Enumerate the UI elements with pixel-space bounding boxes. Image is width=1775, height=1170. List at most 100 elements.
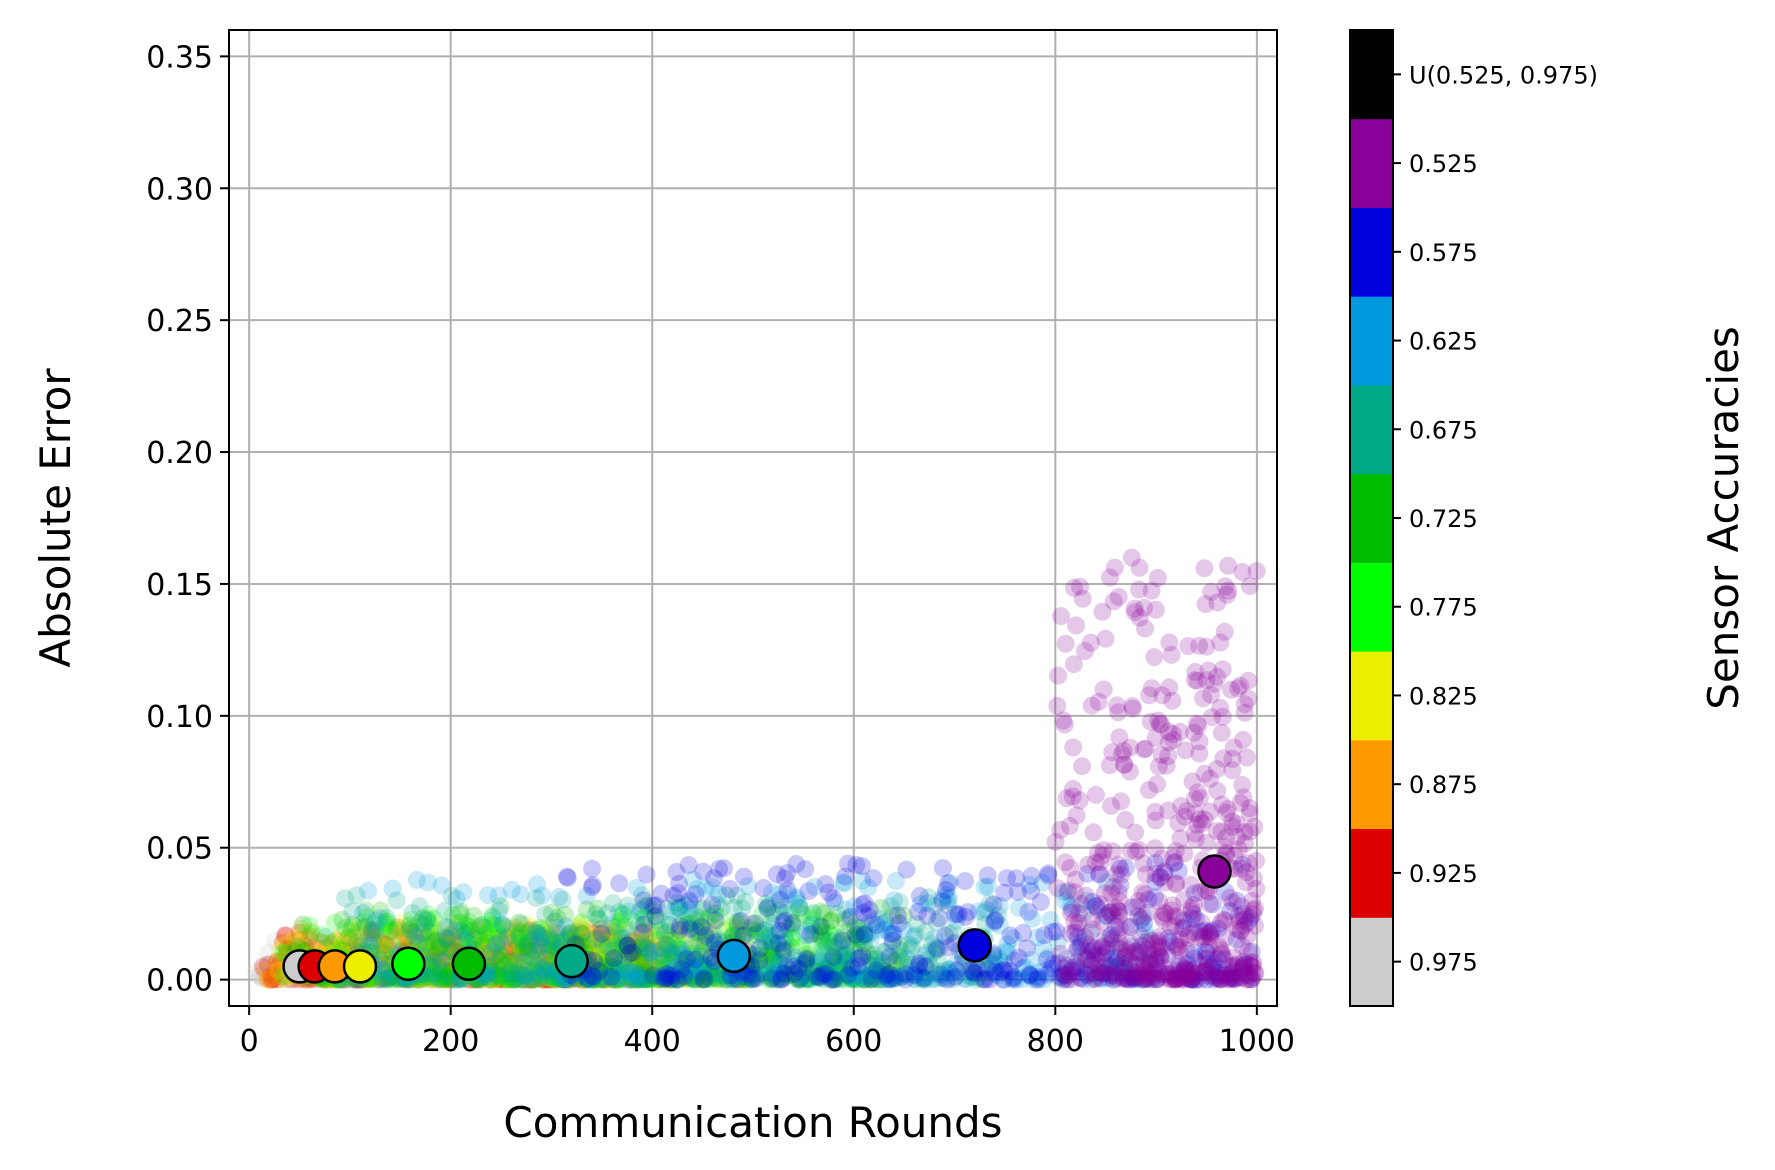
- data-point: [609, 970, 628, 989]
- data-point: [826, 965, 845, 984]
- data-point: [606, 921, 625, 940]
- data-point: [587, 963, 605, 982]
- data-point: [357, 934, 375, 953]
- data-point: [831, 969, 850, 988]
- data-point: [499, 954, 518, 973]
- data-point: [1033, 873, 1052, 892]
- data-point: [790, 894, 808, 913]
- data-point: [790, 898, 809, 917]
- colorbar-tick-label: 0.625: [1409, 328, 1478, 356]
- data-point: [422, 969, 441, 988]
- data-point: [612, 916, 631, 935]
- data-point: [887, 952, 906, 971]
- data-point: [1146, 839, 1165, 858]
- data-point: [675, 951, 694, 970]
- data-point: [695, 934, 714, 952]
- data-point: [611, 912, 629, 931]
- data-point: [603, 969, 622, 988]
- data-point: [530, 969, 549, 988]
- data-point: [689, 922, 708, 941]
- data-point: [692, 963, 711, 982]
- data-point: [637, 970, 656, 989]
- data-point: [989, 966, 1007, 985]
- data-point: [1055, 970, 1074, 989]
- data-point: [495, 957, 514, 975]
- data-point: [1007, 970, 1026, 989]
- data-point: [531, 964, 550, 983]
- data-point: [540, 961, 559, 980]
- data-point: [663, 970, 682, 989]
- data-point: [998, 935, 1017, 954]
- data-point: [428, 962, 447, 981]
- data-point: [249, 966, 268, 984]
- data-point: [651, 958, 670, 977]
- data-point: [536, 961, 555, 980]
- data-point: [674, 963, 693, 982]
- data-point: [962, 968, 981, 987]
- data-point: [692, 953, 711, 972]
- data-point: [392, 931, 411, 950]
- data-point: [339, 928, 358, 947]
- data-point: [667, 970, 686, 988]
- data-point: [620, 962, 639, 981]
- data-point: [484, 970, 503, 989]
- colorbar-segment: [1350, 651, 1393, 741]
- data-point: [626, 949, 645, 968]
- data-point: [857, 968, 876, 987]
- data-point: [879, 965, 898, 984]
- data-point: [635, 967, 653, 986]
- data-point: [482, 957, 501, 976]
- data-point: [1106, 898, 1125, 917]
- data-point: [571, 924, 590, 943]
- data-point: [1078, 965, 1097, 984]
- data-point: [622, 932, 641, 951]
- data-point: [821, 912, 840, 931]
- data-point: [486, 969, 505, 987]
- data-point: [602, 966, 621, 985]
- data-point: [690, 932, 709, 951]
- data-point: [480, 967, 499, 985]
- data-point: [514, 970, 533, 989]
- data-point: [632, 923, 651, 942]
- data-point: [586, 967, 605, 986]
- data-point: [513, 969, 532, 988]
- data-point: [483, 970, 502, 988]
- data-point: [805, 877, 824, 896]
- data-point: [680, 891, 699, 910]
- data-point: [1020, 875, 1039, 894]
- data-point: [486, 951, 505, 970]
- data-point: [984, 955, 1003, 974]
- data-point: [892, 967, 911, 986]
- data-point: [372, 966, 391, 984]
- data-point: [261, 954, 280, 973]
- data-point: [514, 924, 533, 943]
- data-point: [736, 967, 754, 986]
- data-point: [403, 904, 422, 922]
- data-point: [507, 969, 526, 988]
- data-point: [542, 931, 561, 950]
- data-point: [902, 955, 921, 974]
- data-point: [511, 924, 530, 943]
- data-point: [251, 967, 270, 986]
- data-point: [585, 924, 604, 943]
- data-point: [657, 935, 676, 954]
- data-point: [451, 902, 470, 921]
- data-point: [861, 930, 880, 949]
- data-point: [585, 969, 604, 988]
- data-point: [650, 930, 669, 949]
- data-point: [957, 965, 976, 984]
- data-point: [890, 893, 909, 911]
- data-point: [374, 967, 393, 986]
- data-point: [263, 969, 282, 988]
- data-point: [724, 970, 743, 989]
- data-point: [348, 928, 367, 947]
- data-point: [662, 944, 681, 963]
- data-point: [539, 968, 558, 987]
- y-tick-label: 0.25: [146, 304, 213, 339]
- data-point: [382, 920, 400, 939]
- data-point: [834, 873, 853, 892]
- data-point: [738, 877, 757, 896]
- data-point: [675, 969, 694, 988]
- data-point: [428, 967, 447, 986]
- data-point: [1065, 578, 1083, 597]
